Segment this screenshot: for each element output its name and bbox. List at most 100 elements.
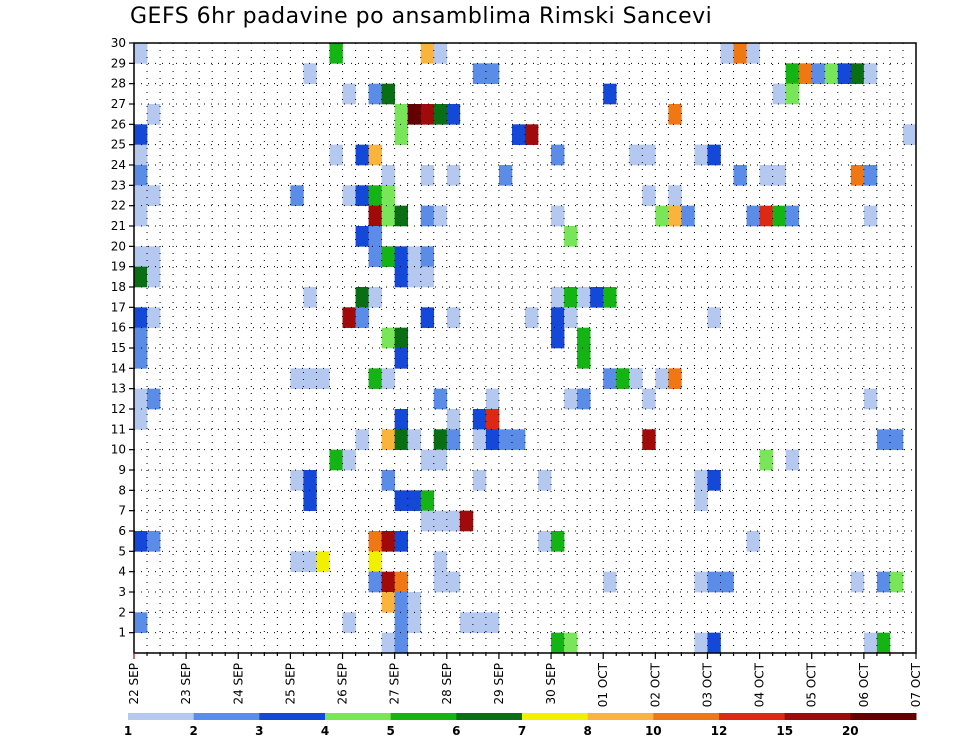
heatmap-cell (381, 165, 395, 186)
heatmap-cell (420, 165, 435, 186)
heatmap-cell (681, 205, 695, 227)
heatmap-cell (394, 571, 408, 593)
heatmap-cell (668, 205, 682, 227)
heatmap-cell (394, 266, 408, 288)
heatmap-cell (342, 612, 356, 633)
x-axis: 22 SEP 23 SEP 24 SEP 25 SEP 26 SEP 27 SEP 28 S… (127, 653, 923, 707)
y-tick-label: 26 (111, 117, 126, 131)
heatmap-cell (863, 63, 878, 84)
heatmap-cell (798, 63, 813, 84)
y-tick-label: 3 (118, 585, 126, 599)
heatmap-cell (446, 409, 461, 430)
heatmap-cell (694, 144, 708, 166)
colorbar-segment (390, 713, 457, 720)
heatmap-cell (759, 449, 773, 471)
heatmap-cell (694, 470, 708, 491)
heatmap-cell (355, 226, 369, 247)
heatmap-cell (785, 63, 799, 84)
y-tick-label: 6 (118, 524, 126, 538)
y-axis: 1234567891011121314151617181920212223242… (111, 36, 134, 640)
heatmap-cell (694, 632, 708, 654)
heatmap-cell (303, 490, 317, 511)
y-tick-label: 24 (111, 158, 126, 172)
x-tick-label: 25 SEP (283, 663, 297, 705)
x-tick-label: 07 OCT (909, 662, 923, 707)
heatmap-cell (733, 165, 747, 186)
heatmap-cell (811, 63, 826, 84)
heatmap-cell (381, 592, 395, 613)
heatmap-cell (134, 185, 148, 206)
x-tick-label: 05 OCT (805, 662, 819, 707)
heatmap-cell (147, 246, 161, 267)
heatmap-cell (707, 470, 721, 491)
colorbar-segment (522, 713, 589, 720)
heatmap-cell (368, 551, 382, 572)
heatmap-cells (134, 43, 917, 654)
heatmap-cell (368, 144, 382, 166)
heatmap-cell (863, 632, 878, 654)
heatmap-cell (603, 287, 617, 308)
y-tick-label: 9 (118, 463, 126, 477)
heatmap-cell (381, 83, 395, 105)
heatmap-cell (303, 551, 317, 572)
heatmap-cell (394, 246, 408, 267)
x-tick-label: 29 SEP (492, 663, 506, 705)
heatmap-cell (511, 429, 526, 450)
heatmap-cell (902, 124, 917, 145)
y-tick-label: 23 (111, 178, 126, 192)
colorbar-label: 5 (387, 724, 395, 738)
heatmap-cell (538, 470, 552, 491)
heatmap-cell (863, 165, 878, 186)
heatmap-cell (459, 510, 474, 532)
heatmap-cell (577, 388, 591, 410)
colorbar-segment (259, 713, 326, 720)
colorbar-label: 4 (321, 724, 329, 738)
heatmap-cell (668, 185, 682, 206)
y-tick-label: 20 (111, 239, 126, 253)
heatmap-cell (876, 429, 891, 450)
heatmap-cell (368, 185, 382, 206)
heatmap-cell (147, 185, 161, 206)
colorbar-label: 7 (518, 724, 526, 738)
heatmap-cell (134, 205, 148, 227)
y-tick-label: 11 (111, 422, 126, 436)
y-tick-label: 12 (111, 402, 126, 416)
heatmap-cell (134, 348, 148, 369)
heatmap-cell (381, 185, 395, 206)
heatmap-cell (407, 246, 422, 267)
heatmap-cell (420, 205, 435, 227)
heatmap-cell (381, 470, 395, 491)
heatmap-cell (564, 307, 578, 328)
heatmap-cell (420, 43, 435, 64)
heatmap-cell (368, 287, 382, 308)
heatmap-cell (629, 144, 643, 166)
y-tick-label: 21 (111, 219, 126, 233)
heatmap-cell (342, 307, 356, 328)
heatmap-cell (420, 449, 435, 471)
heatmap-cell (433, 571, 448, 593)
heatmap-cell (394, 104, 408, 125)
heatmap-cell (603, 83, 617, 105)
heatmap-cell (876, 632, 891, 654)
y-tick-label: 19 (111, 260, 126, 274)
heatmap-cell (772, 83, 786, 105)
heatmap-cell (134, 165, 148, 186)
colorbar-segment (784, 713, 851, 720)
grid-lines (134, 43, 916, 653)
colorbar-label: 20 (842, 724, 859, 738)
y-tick-label: 13 (111, 382, 126, 396)
y-tick-label: 15 (111, 341, 126, 355)
heatmap-cell (381, 429, 395, 450)
heatmap-cell (759, 205, 773, 227)
y-tick-label: 18 (111, 280, 126, 294)
heatmap-cell (407, 490, 422, 511)
heatmap-cell (368, 83, 382, 105)
colorbar-label: 3 (255, 724, 263, 738)
heatmap-cell (876, 571, 891, 593)
heatmap-cell (134, 327, 148, 349)
heatmap-cell (420, 266, 435, 288)
heatmap-cell (551, 287, 565, 308)
heatmap-cell (394, 409, 408, 430)
heatmap-cell (433, 551, 448, 572)
heatmap-cell (420, 104, 435, 125)
